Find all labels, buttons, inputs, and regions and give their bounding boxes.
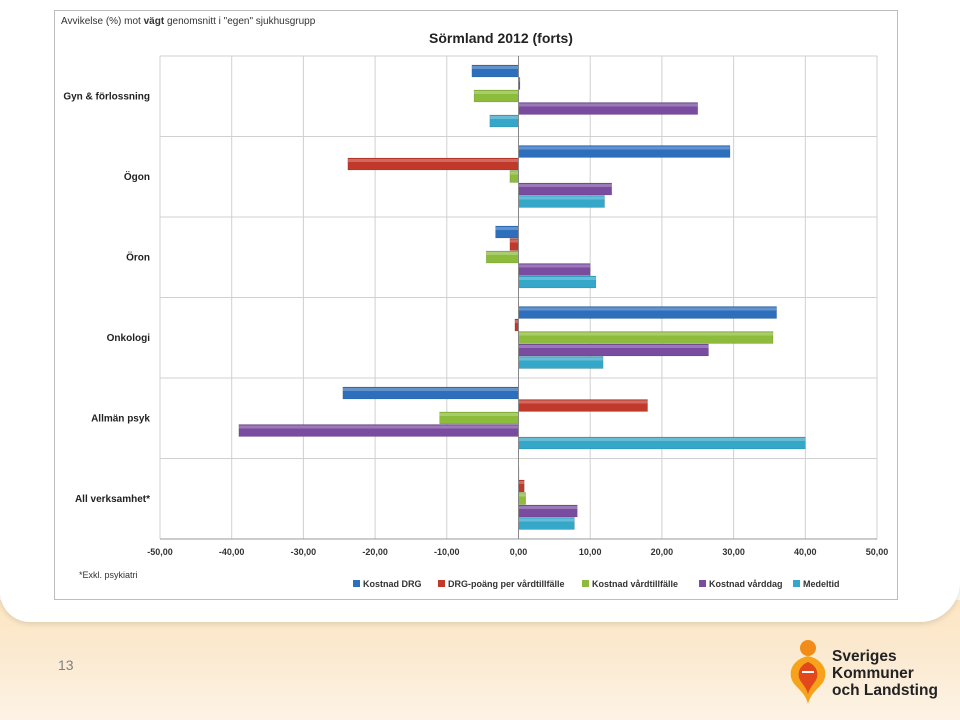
legend-item: Kostnad vårddag: [699, 579, 783, 589]
legend-swatch: [438, 580, 445, 587]
bar-highlight: [471, 66, 519, 69]
bar-highlight: [509, 239, 519, 243]
category-labels: Gyn & förlossning Ögon Öron Onkologi Allmän …: [63, 91, 150, 505]
x-tick-label: -40,00: [219, 547, 245, 557]
bar-highlight: [518, 78, 520, 82]
bar-highlight: [518, 307, 777, 311]
x-tick-label: 20,00: [651, 547, 674, 557]
bar-highlight: [495, 227, 519, 230]
legend-label: Medeltid: [803, 579, 840, 589]
legend-label: Kostnad vårddag: [709, 579, 783, 589]
bar-highlight: [439, 413, 519, 416]
chart-footnote: *Exkl. psykiatri: [79, 570, 138, 580]
slide-number: 13: [58, 657, 74, 673]
legend-label: Kostnad vårdtillfälle: [592, 579, 678, 589]
legend-swatch: [582, 580, 589, 587]
bar-highlight: [238, 425, 519, 429]
bar-highlight: [518, 518, 575, 522]
x-tick-label: 10,00: [579, 547, 602, 557]
legend-swatch: [793, 580, 800, 587]
logo-line-1: Sveriges: [832, 648, 897, 665]
bar-highlight: [518, 345, 709, 348]
category-label: Gyn & förlossning: [63, 91, 150, 102]
legend-swatch: [699, 580, 706, 587]
bar-highlight: [518, 438, 806, 441]
x-tick-label: -10,00: [434, 547, 460, 557]
bar-highlight: [342, 388, 519, 391]
legend-label: Kostnad DRG: [363, 579, 422, 589]
legend-item: Kostnad vårdtillfälle: [582, 579, 678, 589]
x-tick-label: -20,00: [362, 547, 388, 557]
category-label: All verksamhet*: [75, 494, 150, 505]
bar-highlight: [518, 184, 612, 187]
bar-highlight: [347, 159, 519, 162]
x-tick-label: 30,00: [722, 547, 745, 557]
bar-highlight: [518, 146, 731, 150]
bar-highlight: [518, 332, 774, 336]
chart-frame: Avvikelse (%) mot vägt genomsnitt i "ege…: [54, 10, 898, 600]
category-label: Ögon: [124, 170, 150, 183]
bar-highlight: [489, 116, 519, 119]
bar-highlight: [518, 264, 591, 268]
legend-item: Medeltid: [793, 579, 840, 589]
bar-highlight: [518, 103, 698, 107]
bar-highlight: [518, 481, 525, 484]
logo-line-2: Kommuner: [832, 665, 914, 682]
x-tick-label: 50,00: [866, 547, 889, 557]
logo-line-3: och Landsting: [832, 682, 938, 699]
bar-highlight: [518, 506, 578, 509]
bar-highlight: [474, 91, 519, 94]
x-tick-label: -30,00: [291, 547, 317, 557]
bar-highlight: [518, 196, 605, 200]
bar-highlight: [486, 252, 519, 255]
chart-subtitle: Avvikelse (%) mot vägt genomsnitt i "ege…: [61, 16, 316, 27]
legend-swatch: [353, 580, 360, 587]
category-label: Allmän psyk: [91, 413, 150, 424]
chart-title: Sörmland 2012 (forts): [429, 30, 573, 46]
x-tick-label: -50,00: [147, 547, 173, 557]
bar-highlight: [518, 493, 526, 497]
category-label: Öron: [126, 250, 150, 263]
legend-item: Kostnad DRG: [353, 579, 422, 589]
x-tick-label: 40,00: [794, 547, 817, 557]
legend-label: DRG-poäng per vårdtillfälle: [448, 579, 565, 589]
bar-highlight: [518, 357, 604, 361]
legend-item: DRG-poäng per vårdtillfälle: [438, 579, 565, 589]
category-label: Onkologi: [107, 333, 151, 344]
x-tick-label: 0,00: [510, 547, 528, 557]
bar-highlight: [514, 320, 519, 323]
legend: Kostnad DRG DRG-poäng per vårdtillfälle Ko…: [353, 579, 840, 589]
bar-highlight: [509, 171, 519, 175]
axis: -50,00 -40,00 -30,00 -20,00 -10,00 0,00 10,00 2…: [147, 56, 888, 557]
chart: Avvikelse (%) mot vägt genomsnitt i "ege…: [61, 16, 888, 589]
bars: [238, 64, 806, 530]
bar-highlight: [518, 277, 596, 280]
bar-highlight: [518, 400, 648, 404]
logo-text: Sveriges Kommuner och Landsting: [832, 648, 938, 699]
skl-logo-icon: [790, 640, 826, 704]
